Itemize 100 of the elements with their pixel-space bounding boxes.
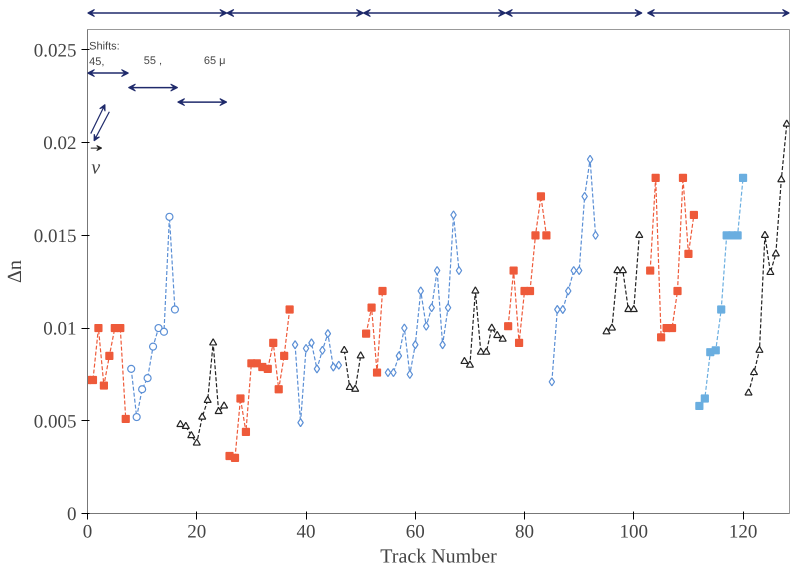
point — [340, 346, 348, 353]
point — [428, 303, 435, 312]
point — [542, 231, 550, 240]
point — [264, 364, 272, 373]
y-tick-label: 0.005 — [34, 411, 76, 432]
point — [384, 368, 392, 378]
point — [280, 352, 288, 360]
point — [576, 266, 582, 276]
point — [176, 420, 184, 428]
point — [308, 338, 315, 348]
point — [536, 192, 546, 200]
y-tick-label: 0.015 — [34, 226, 76, 247]
x-tick-label: 120 — [728, 522, 758, 542]
point — [570, 266, 577, 276]
point — [514, 338, 524, 347]
point — [148, 342, 158, 351]
point — [94, 324, 103, 332]
point — [401, 323, 408, 333]
point — [690, 210, 698, 220]
point — [450, 210, 457, 220]
point — [406, 370, 414, 380]
point — [132, 412, 141, 422]
point — [678, 174, 688, 182]
point — [372, 368, 382, 377]
point — [274, 385, 283, 394]
point — [581, 192, 588, 201]
point — [230, 454, 240, 462]
point — [297, 418, 304, 428]
point — [482, 348, 490, 355]
y-tick-label: 0.025 — [34, 40, 76, 62]
y-axis-title: Δn — [4, 260, 26, 283]
point — [504, 322, 512, 330]
point — [755, 346, 764, 353]
y-tick-label: 0.02 — [43, 133, 76, 154]
point — [314, 364, 320, 374]
point — [422, 322, 430, 331]
point — [772, 249, 780, 257]
point — [292, 340, 298, 350]
point — [673, 286, 682, 296]
point — [712, 346, 720, 354]
point — [105, 352, 114, 360]
point — [88, 376, 98, 384]
point — [236, 394, 245, 403]
y-tick-label: 0 — [67, 504, 76, 525]
point — [608, 323, 616, 331]
point — [548, 377, 556, 386]
point — [635, 230, 644, 238]
x-tick-label: 60 — [406, 522, 425, 542]
point — [602, 327, 611, 334]
point — [734, 231, 742, 240]
point — [744, 388, 753, 396]
point — [412, 340, 419, 350]
point — [330, 362, 337, 372]
point — [122, 414, 130, 424]
point — [700, 394, 709, 403]
point — [346, 382, 354, 390]
point — [554, 304, 561, 314]
point — [493, 330, 502, 338]
x-axis-title: Track Number — [380, 546, 498, 568]
y-tick-label: 0.01 — [43, 318, 76, 340]
annotation: Shifts: — [89, 40, 120, 52]
point — [510, 266, 518, 275]
point — [319, 346, 326, 355]
point — [456, 266, 462, 276]
point — [777, 175, 786, 182]
point — [695, 402, 704, 410]
point — [444, 303, 452, 312]
point — [498, 334, 507, 342]
point — [618, 266, 627, 274]
point — [560, 304, 566, 314]
point — [165, 212, 174, 221]
point — [586, 154, 594, 164]
point — [356, 351, 365, 358]
point — [760, 230, 770, 238]
point — [750, 368, 758, 376]
point — [652, 174, 660, 182]
point — [417, 286, 424, 296]
point — [471, 286, 480, 294]
point — [204, 396, 212, 403]
point — [116, 324, 124, 332]
point — [592, 230, 599, 240]
point — [434, 266, 440, 276]
point — [564, 286, 572, 296]
point — [531, 231, 540, 240]
point — [192, 438, 201, 446]
point — [170, 305, 180, 314]
point — [646, 266, 654, 275]
point — [138, 385, 146, 394]
point — [390, 368, 397, 378]
annotation: 45, — [89, 56, 104, 68]
point — [439, 340, 446, 350]
x-tick-label: 80 — [515, 522, 534, 542]
x-tick-label: 40 — [296, 522, 316, 542]
point — [766, 268, 774, 276]
point — [367, 304, 376, 312]
point — [198, 412, 206, 420]
point — [684, 250, 693, 258]
point — [488, 323, 496, 331]
point — [362, 330, 370, 338]
x-tick-label: 20 — [187, 522, 206, 542]
